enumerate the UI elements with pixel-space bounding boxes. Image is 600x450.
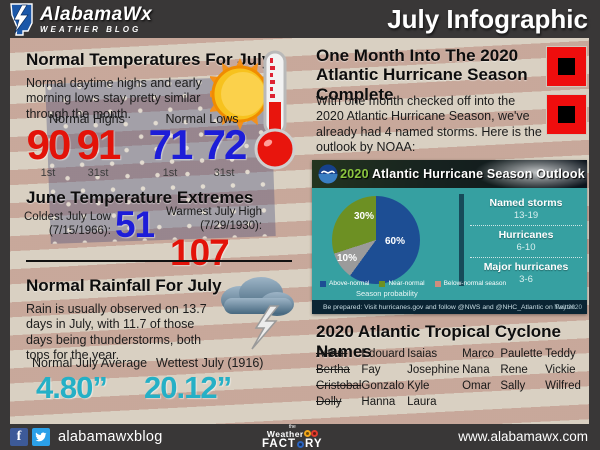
cyclone-name: Cristobal — [316, 380, 362, 392]
gear-icon — [303, 430, 311, 437]
right-column: One Month Into The 2020 Atlantic Hurrica… — [310, 38, 589, 424]
names-column-4: Marco Nana Omar — [462, 346, 500, 410]
storm-cloud-icon — [221, 277, 294, 350]
twitter-icon[interactable] — [32, 428, 50, 446]
noaa-footer-text: Be prepared: Visit hurricanes.gov and fo… — [322, 303, 577, 311]
stat-named-storms: Named storms 13-19 — [489, 197, 563, 221]
low-temp-day1: 71 1st — [148, 121, 194, 180]
cyclone-name: Vickie — [545, 364, 576, 376]
pie-legend: Above-normal Near-normal Below-normal se… — [320, 280, 506, 287]
top-bar: AlabamaWx WEATHER BLOG July Infographic — [0, 0, 600, 38]
outlook-stats: Named storms 13-19 Hurricanes 6-10 Major… — [470, 194, 582, 289]
coldest-low-date: (7/15/1966): — [48, 224, 111, 237]
cyclone-names-grid: Arthur Bertha Cristobal Dolly Edouard Fa… — [316, 346, 588, 410]
social-handle[interactable]: alabamawxblog — [58, 429, 163, 445]
avg-rain-label: Normal July Average — [32, 356, 148, 370]
cyclone-name: Laura — [407, 396, 437, 408]
cyclone-name: Edouard — [361, 348, 405, 360]
hurricane-warning-flags — [546, 46, 587, 135]
bottom-bar: f alabamawxblog the Weather FACT RY www.a… — [0, 424, 600, 450]
noaa-card-title: 2020 Atlantic Hurricane Season Outlook — [340, 167, 585, 181]
logo-name: AlabamaWx — [40, 4, 153, 25]
season-probability-pie-chart: 60% 30% 10% — [332, 196, 420, 284]
low-temp-day31: 72 31st — [202, 121, 248, 180]
coldest-low-value: 51 — [114, 204, 155, 245]
cyclone-name: Kyle — [407, 380, 430, 392]
warmest-high-date: (7/29/1930): — [200, 219, 263, 232]
cyclone-name: Gonzalo — [361, 380, 405, 392]
cyclone-name: Teddy — [545, 348, 576, 360]
cyclone-name: Dolly — [316, 396, 342, 408]
hurricane-flag-icon — [546, 46, 587, 87]
pie-label-10: 10% — [337, 253, 358, 264]
website-url[interactable]: www.alabamawx.com — [458, 429, 588, 444]
rainfall-text: Rain is usually observed on 13.7 days in… — [26, 302, 207, 362]
section-divider — [26, 260, 292, 262]
warmest-high-value: 107 — [170, 231, 230, 273]
hurricane-text: With one month checked off into the 2020… — [316, 94, 542, 154]
infographic-body: Normal Temperatures For July Normal dayt… — [10, 38, 589, 424]
hurricane-heading: One Month Into The 2020 Atlantic Hurrica… — [316, 46, 528, 104]
legend-swatch-below-normal — [434, 280, 441, 287]
cyclone-name: Bertha — [316, 364, 350, 376]
noaa-footer-date: May 2020 — [554, 303, 582, 311]
cyclone-name: Hanna — [361, 396, 396, 408]
normal-temps-heading: Normal Temperatures For July — [26, 50, 272, 69]
cyclone-name: Sally — [500, 380, 526, 392]
cyclone-name: Arthur — [316, 348, 348, 360]
legend-swatch-near-normal — [379, 280, 386, 287]
hurricane-flag-icon — [546, 94, 587, 135]
wettest-label: Wettest July (1916) — [156, 356, 264, 370]
alabama-state-lightning-icon — [10, 3, 33, 36]
names-column-6: Teddy Vickie Wilfred — [545, 346, 588, 410]
pie-label-30: 30% — [354, 211, 375, 222]
cyclone-name: Josephine — [407, 364, 460, 376]
alabamawx-logo: AlabamaWx WEATHER BLOG — [8, 3, 152, 36]
noaa-logo-icon — [318, 164, 338, 184]
cyclone-name: Fay — [361, 364, 381, 376]
facebook-icon[interactable]: f — [10, 428, 28, 446]
cyclone-name: Omar — [462, 380, 491, 392]
weather-factory-logo: the Weather FACT RY — [262, 424, 323, 450]
noaa-card-header: 2020 Atlantic Hurricane Season Outlook — [312, 160, 587, 188]
high-temp-day1: 90 1st — [26, 121, 72, 180]
noaa-card-body: 60% 30% 10% Named storms 13-19 Hurricane… — [312, 188, 587, 300]
coldest-low-label: Coldest July Low — [24, 210, 111, 223]
avg-rain-value: 4.80” — [36, 370, 108, 405]
noaa-outlook-card: 2020 Atlantic Hurricane Season Outlook 6… — [312, 160, 587, 314]
high-temp-day31: 91 31st — [76, 121, 122, 180]
left-column: Normal Temperatures For July Normal dayt… — [18, 38, 306, 424]
cyclone-name: Nana — [462, 364, 490, 376]
logo-subtitle: WEATHER BLOG — [40, 25, 142, 34]
wettest-value: 20.12” — [144, 370, 232, 405]
legend-swatch-above-normal — [320, 280, 326, 287]
cyclone-names-heading: 2020 Atlantic Tropical Cyclone Names — [316, 322, 562, 361]
cyclone-name: Wilfred — [545, 380, 581, 392]
stat-hurricanes: Hurricanes 6-10 — [470, 225, 582, 257]
coldest-low-stat: Coldest July Low (7/15/1966): 51 — [24, 204, 155, 245]
cyclone-name: Rene — [500, 364, 528, 376]
names-column-5: Paulette Rene Sally — [500, 346, 545, 410]
vertical-divider — [459, 194, 464, 286]
page-title: July Infographic — [387, 4, 588, 34]
social-links: f alabamawxblog — [10, 428, 163, 446]
pie-caption: Season probability — [356, 289, 418, 298]
gear-icon — [310, 430, 318, 437]
cyclone-name: Paulette — [500, 348, 543, 360]
gear-icon — [297, 440, 305, 448]
names-column-2: Edouard Fay Gonzalo Hanna — [361, 346, 407, 410]
noaa-card-footer: Be prepared: Visit hurricanes.gov and fo… — [312, 300, 587, 314]
warmest-high-label: Warmest July High — [166, 206, 263, 218]
pie-label-60: 60% — [385, 236, 406, 247]
names-column-1: Arthur Bertha Cristobal Dolly — [316, 346, 361, 410]
cyclone-name: Isaias — [407, 348, 438, 360]
stat-major-hurricanes: Major hurricanes 3-6 — [470, 257, 582, 289]
cyclone-name: Marco — [462, 348, 495, 360]
names-column-3: Isaias Josephine Kyle Laura — [407, 346, 462, 410]
rainfall-heading: Normal Rainfall For July — [26, 276, 222, 295]
